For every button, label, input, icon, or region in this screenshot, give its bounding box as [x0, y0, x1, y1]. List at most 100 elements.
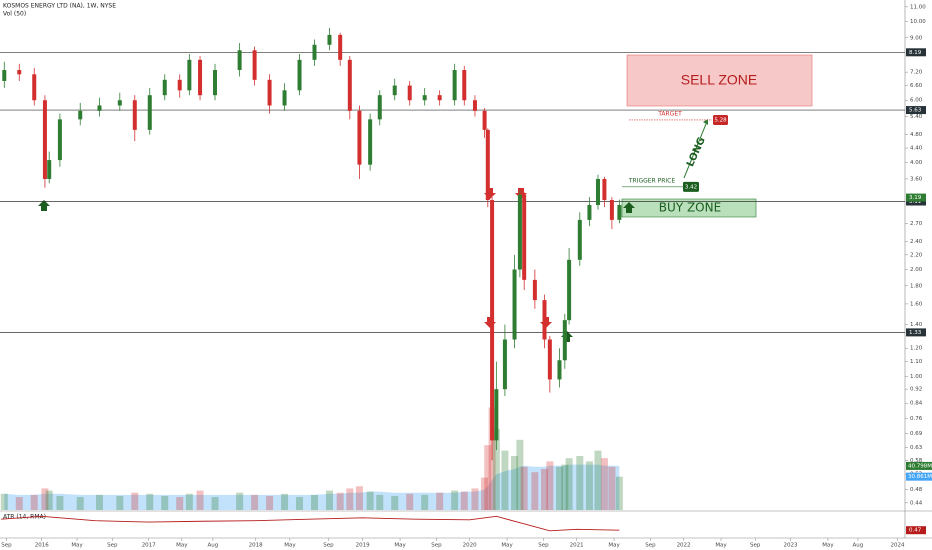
volume-bar [531, 472, 539, 510]
y-tick-label: 1.00 [910, 374, 923, 380]
candle-body [462, 70, 467, 101]
candle-body [577, 219, 582, 260]
candle-body [237, 50, 242, 71]
long-arrow [683, 123, 707, 179]
volume-bar [594, 450, 602, 510]
candle-body [377, 95, 382, 120]
volume-bar [376, 494, 384, 510]
x-tick-label: 2019 [356, 543, 370, 549]
level-badge [906, 48, 926, 57]
x-tick-label: 2023 [784, 543, 798, 549]
volume-bar [45, 490, 53, 510]
y-tick-label: 5.40 [910, 114, 923, 120]
trigger-badge [683, 181, 699, 192]
candle-body [517, 194, 522, 270]
candle-body [42, 100, 47, 179]
x-tick-label: Sep [323, 543, 334, 549]
candle-body [327, 34, 332, 45]
x-tick-label: 2021 [570, 543, 584, 549]
candle-body [502, 339, 507, 390]
y-tick-label: 1.10 [910, 359, 923, 365]
candle-body [57, 119, 62, 161]
volume-bar [436, 492, 444, 510]
y-tick-label: 0.69 [910, 431, 923, 437]
y-tick-label: 6.00 [910, 98, 923, 104]
level-badge [906, 328, 926, 337]
candle-body [117, 100, 122, 106]
volume-bar [421, 494, 429, 510]
y-tick-label: 4.40 [910, 146, 923, 152]
volume-badge-label: 40.798M [908, 463, 932, 469]
x-tick-label: May [822, 543, 834, 549]
candle-body [557, 360, 562, 380]
y-tick-label: 2.20 [910, 252, 923, 258]
y-tick-label: 1.40 [910, 322, 923, 328]
candles [2, 27, 622, 461]
x-tick-label: May [394, 543, 406, 549]
candle-body [542, 300, 547, 340]
candle-body [252, 50, 257, 80]
candle-body [177, 79, 182, 91]
candle-body [494, 389, 499, 441]
candle-body [512, 269, 517, 340]
volume-bar [471, 488, 479, 510]
volume-bar [565, 458, 573, 510]
x-tick-label: May [715, 543, 727, 549]
y-tick-label: 1.80 [910, 283, 923, 289]
volume-bar [296, 497, 304, 510]
x-tick-label: May [284, 543, 296, 549]
candle-body [452, 70, 457, 101]
volume-bar [176, 497, 184, 510]
volume-bar [161, 495, 169, 510]
y-tick-label: 2.40 [910, 239, 923, 245]
x-tick-label: 2024 [891, 543, 905, 549]
volume-bar [576, 456, 584, 510]
x-tick-label: May [608, 543, 620, 549]
volume-bar [325, 490, 333, 510]
volume-bar [30, 494, 38, 510]
level-badge-label: 1.33 [909, 330, 922, 336]
candle-body [347, 59, 352, 111]
y-tick-label: 0.76 [910, 416, 923, 422]
candle-body [602, 178, 607, 201]
candle-body [609, 200, 614, 220]
volume-bar [185, 493, 193, 510]
candle-body [368, 119, 373, 165]
volume-bar [336, 492, 344, 510]
candle-body [595, 178, 600, 206]
y-tick-label: 6.60 [910, 83, 923, 89]
candle-body [297, 59, 302, 91]
level-badge-label: 8.19 [909, 50, 922, 56]
sell-zone-label: SELL ZONE [681, 72, 758, 88]
volume-bar [15, 497, 23, 510]
volume-bar [540, 468, 548, 510]
volume-bar [451, 490, 459, 510]
candle-body [97, 105, 102, 111]
volume-bar [56, 495, 64, 510]
candle-body [482, 110, 487, 130]
x-tick-label: Sep [431, 543, 442, 549]
candle-body [282, 90, 287, 106]
x-tick-label: Sep [538, 543, 549, 549]
volume-bar [600, 458, 608, 510]
candle-body [17, 70, 22, 75]
x-tick-label: May [71, 543, 83, 549]
volume-bar [561, 464, 569, 510]
buy-zone-label: BUY ZONE [659, 201, 721, 215]
volume-bar [196, 490, 204, 510]
y-tick-label: 3.60 [910, 176, 923, 182]
volume-bar [116, 495, 124, 510]
volume-bar [236, 492, 244, 510]
y-tick-label: 1.20 [910, 346, 923, 352]
y-tick-label: 0.92 [910, 387, 922, 393]
volume-badge-label: 30.861M [908, 474, 932, 480]
y-tick-label: 11.00 [910, 4, 926, 10]
x-tick-label: Sep [750, 543, 761, 549]
volume-bar [355, 486, 363, 510]
indicator-line [1, 515, 620, 532]
trigger-label: TRIGGER PRICE [628, 177, 676, 184]
x-tick-label: 2020 [463, 543, 477, 549]
candle-body [437, 95, 442, 101]
sell-zone-box [626, 54, 813, 107]
